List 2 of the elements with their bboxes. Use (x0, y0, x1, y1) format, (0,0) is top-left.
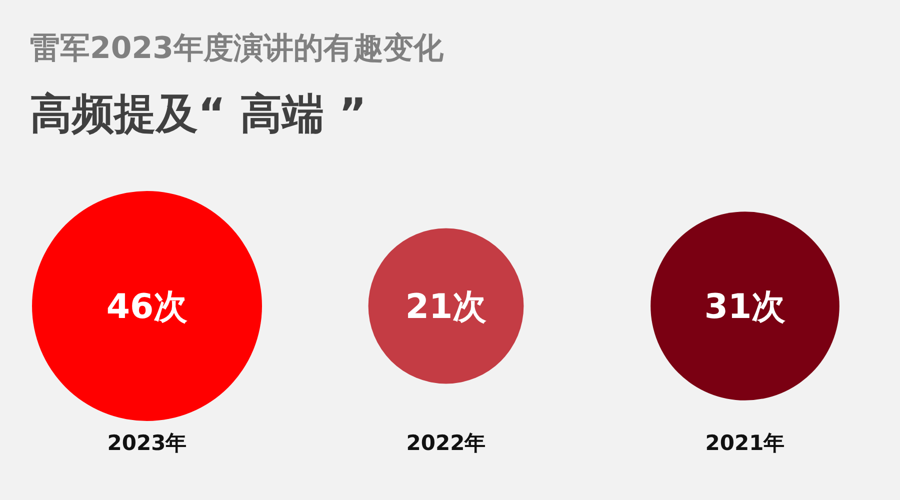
title: 雷军2023年度演讲的有趣变化 (30, 31, 444, 66)
subtitle: 高频提及“ 高端 ” (30, 89, 366, 138)
